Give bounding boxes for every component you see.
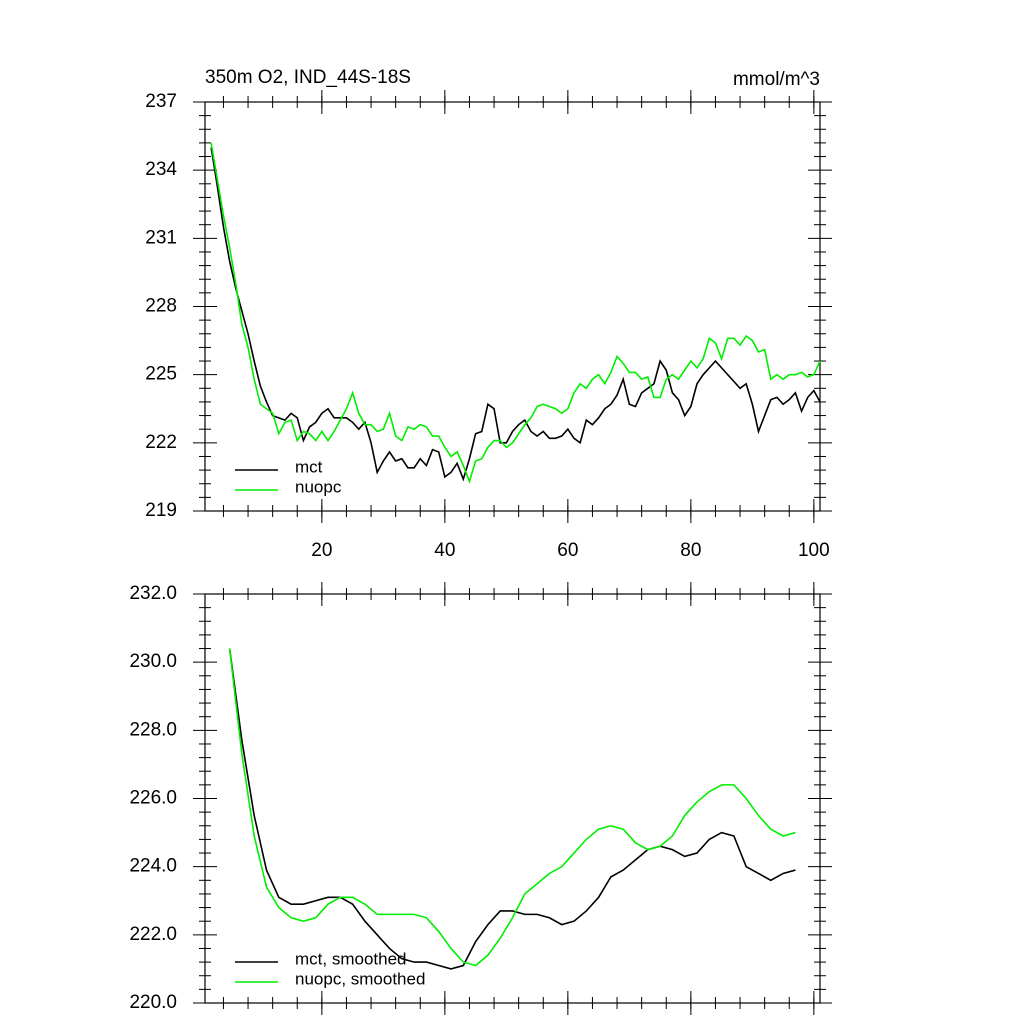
y-tick-label: 228.0 bbox=[129, 719, 177, 740]
data-line bbox=[228, 648, 796, 967]
y-tick-label: 219 bbox=[145, 500, 177, 521]
chart-title: 350m O2, IND_44S-18S bbox=[205, 67, 411, 88]
y-tick-label: 226.0 bbox=[129, 788, 177, 809]
y-tick-label: 231 bbox=[145, 227, 177, 248]
data-line bbox=[228, 648, 796, 970]
y-tick-label: 230.0 bbox=[129, 651, 177, 672]
legend-label: mct, smoothed bbox=[295, 949, 407, 968]
y-tick-label: 225 bbox=[145, 364, 177, 385]
units-label: mmol/m^3 bbox=[733, 69, 820, 90]
y-tick-label: 224.0 bbox=[129, 856, 177, 877]
legend-label: nuopc bbox=[295, 477, 342, 496]
plot-frame bbox=[204, 593, 821, 1004]
legend-label: mct bbox=[295, 457, 323, 476]
y-tick-label: 222.0 bbox=[129, 924, 177, 945]
y-tick-label: 237 bbox=[145, 91, 177, 112]
x-tick-label: 20 bbox=[311, 540, 332, 561]
data-line bbox=[210, 142, 821, 484]
x-tick-label: 60 bbox=[557, 540, 578, 561]
y-tick-label: 234 bbox=[145, 159, 177, 180]
y-tick-label: 228 bbox=[145, 296, 177, 317]
y-tick-label: 232.0 bbox=[129, 583, 177, 604]
x-tick-label: 40 bbox=[434, 540, 455, 561]
legend-label: nuopc, smoothed bbox=[295, 969, 425, 988]
x-tick-label: 100 bbox=[798, 540, 830, 561]
data-line bbox=[210, 147, 821, 482]
y-tick-label: 222 bbox=[145, 432, 177, 453]
y-tick-label: 220.0 bbox=[129, 992, 177, 1013]
x-tick-label: 80 bbox=[680, 540, 701, 561]
plot-frame bbox=[204, 101, 821, 512]
